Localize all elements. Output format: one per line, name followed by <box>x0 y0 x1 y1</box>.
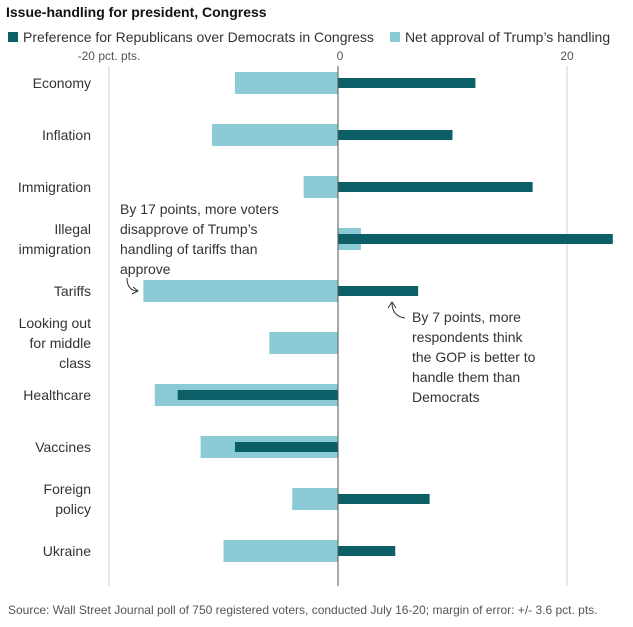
bar-trump-approval-looking-out-for-middle-class <box>269 332 338 354</box>
x-tick-label: 0 <box>337 49 344 63</box>
legend-item-gop-preference: Preference for Republicans over Democrat… <box>8 29 374 45</box>
x-tick-label: -20 pct. pts. <box>78 49 141 63</box>
annotation-arrowhead-gop <box>387 301 397 309</box>
category-label-looking-out-for-middle-class: Looking out for middle class <box>19 315 92 371</box>
bar-gop-preference-inflation <box>338 130 453 140</box>
legend-swatch-trump-approval <box>389 32 400 42</box>
category-label-vaccines: Vaccines <box>35 439 91 455</box>
bar-trump-approval-inflation <box>212 124 338 146</box>
bar-gop-preference-foreign-policy <box>338 494 430 504</box>
bar-gop-preference-illegal-immigration <box>338 234 613 244</box>
legend-swatch-gop-preference <box>8 32 18 42</box>
category-label-economy: Economy <box>33 75 91 91</box>
x-tick-label: 20 <box>560 49 574 63</box>
category-label-immigration: Immigration <box>18 179 91 195</box>
bar-trump-approval-immigration <box>303 176 338 198</box>
annotation-arrowhead-approval <box>131 286 139 295</box>
annotation-arrow-approval <box>126 277 138 292</box>
category-label-healthcare: Healthcare <box>23 387 91 403</box>
category-label-illegal-immigration: Illegal immigration <box>19 221 91 257</box>
bar-gop-preference-immigration <box>338 182 533 192</box>
source-note: Source: Wall Street Journal poll of 750 … <box>8 603 598 617</box>
bar-gop-preference-tariffs <box>338 286 419 296</box>
annotation-tariffs-gop: By 7 points, more respondents think the GO… <box>412 309 536 405</box>
category-label-inflation: Inflation <box>42 127 91 143</box>
bar-gop-preference-economy <box>338 78 476 88</box>
bar-trump-approval-foreign-policy <box>292 488 338 510</box>
annotation-tariffs-approval: By 17 points, more voters disapprove of T… <box>120 201 279 277</box>
legend-item-trump-approval: Net approval of Trump’s handling <box>389 29 611 45</box>
legend-label-gop-preference: Preference for Republicans over Democrat… <box>23 29 374 45</box>
category-label-foreign-policy: Foreign policy <box>44 481 91 517</box>
bar-gop-preference-ukraine <box>338 546 396 556</box>
legend: Preference for Republicans over Democrat… <box>8 29 626 45</box>
bar-gop-preference-vaccines <box>234 442 338 452</box>
annotation-arrow-gop <box>391 302 406 319</box>
legend-label-trump-approval: Net approval of Trump’s handling <box>404 29 611 45</box>
category-label-ukraine: Ukraine <box>43 543 91 559</box>
category-label-tariffs: Tariffs <box>54 283 91 299</box>
chart-title: Issue-handling for president, Congress <box>6 4 267 20</box>
bar-trump-approval-ukraine <box>223 540 338 562</box>
bar-trump-approval-tariffs <box>143 280 338 302</box>
bar-trump-approval-economy <box>234 72 338 94</box>
bar-gop-preference-healthcare <box>177 390 338 400</box>
